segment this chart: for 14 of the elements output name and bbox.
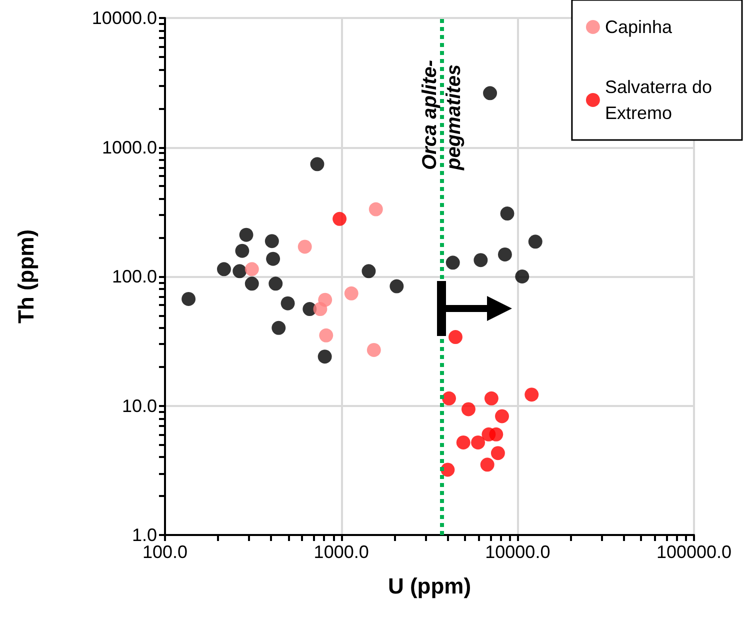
legend-label: Salvaterra do Extremo xyxy=(604,77,712,123)
y-tick-label: 100.0 xyxy=(112,266,157,286)
x-tick-label: 10000.0 xyxy=(485,542,550,562)
y-tick-label: 1.0 xyxy=(132,525,157,545)
y-tick-label: 10.0 xyxy=(122,396,157,416)
x-tick-label: 100.0 xyxy=(142,542,188,562)
x-tick-label: 100000.0 xyxy=(656,542,732,562)
ref-line-label: Orca aplite- pegmatites xyxy=(418,60,466,170)
x-axis-title: U (ppm) xyxy=(388,574,472,598)
y-tick-label: 1000.0 xyxy=(102,137,157,158)
y-tick-label: 10000.0 xyxy=(92,8,157,28)
legend-label: Capinha xyxy=(604,17,673,37)
y-axis-title: Th (ppm) xyxy=(14,229,38,324)
x-tick-label: 1000.0 xyxy=(314,542,369,562)
